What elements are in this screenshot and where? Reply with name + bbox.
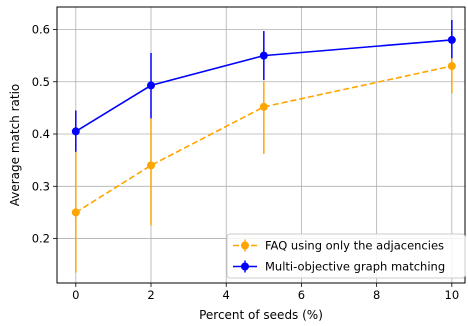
legend-entry: FAQ using only the adjacencies xyxy=(233,239,444,253)
x-tick-label: 0 xyxy=(72,288,79,302)
y-tick-label: 0.6 xyxy=(32,22,50,36)
data-point xyxy=(259,51,268,60)
legend-label: FAQ using only the adjacencies xyxy=(265,239,444,253)
x-tick-label: 8 xyxy=(373,288,380,302)
y-tick-label: 0.3 xyxy=(32,179,50,193)
legend-label: Multi-objective graph matching xyxy=(265,260,445,274)
x-tick-label: 6 xyxy=(298,288,305,302)
x-axis-ticks: 0 2 4 6 8 10 xyxy=(72,283,459,302)
data-point xyxy=(259,102,268,111)
y-tick-label: 0.5 xyxy=(32,75,50,89)
x-tick-label: 2 xyxy=(147,288,154,302)
data-point xyxy=(71,208,80,217)
series-1 xyxy=(71,58,456,273)
plot-frame xyxy=(56,6,466,284)
data-point xyxy=(147,81,156,90)
x-tick-label: 10 xyxy=(445,288,460,302)
legend-box xyxy=(226,233,466,279)
y-tick-label: 0.4 xyxy=(32,127,50,141)
y-tick-label: 0.2 xyxy=(32,232,50,246)
y-axis-ticks: 0.2 0.3 0.4 0.5 0.6 xyxy=(32,22,57,246)
legend-marker xyxy=(241,262,249,271)
x-tick-label: 4 xyxy=(223,288,230,302)
series-2 xyxy=(71,20,456,152)
x-axis-label: Percent of seeds (%) xyxy=(199,308,323,322)
data-point xyxy=(447,62,456,71)
legend-entry: Multi-objective graph matching xyxy=(233,260,445,274)
data-point xyxy=(71,127,80,136)
legend-marker xyxy=(241,241,249,250)
legend: FAQ using only the adjacencies Multi-obje… xyxy=(226,233,466,279)
y-axis-label: Average match ratio xyxy=(8,84,22,207)
series-layer xyxy=(71,20,456,273)
data-point xyxy=(147,161,156,170)
series-line xyxy=(75,39,452,133)
data-point xyxy=(447,35,456,44)
